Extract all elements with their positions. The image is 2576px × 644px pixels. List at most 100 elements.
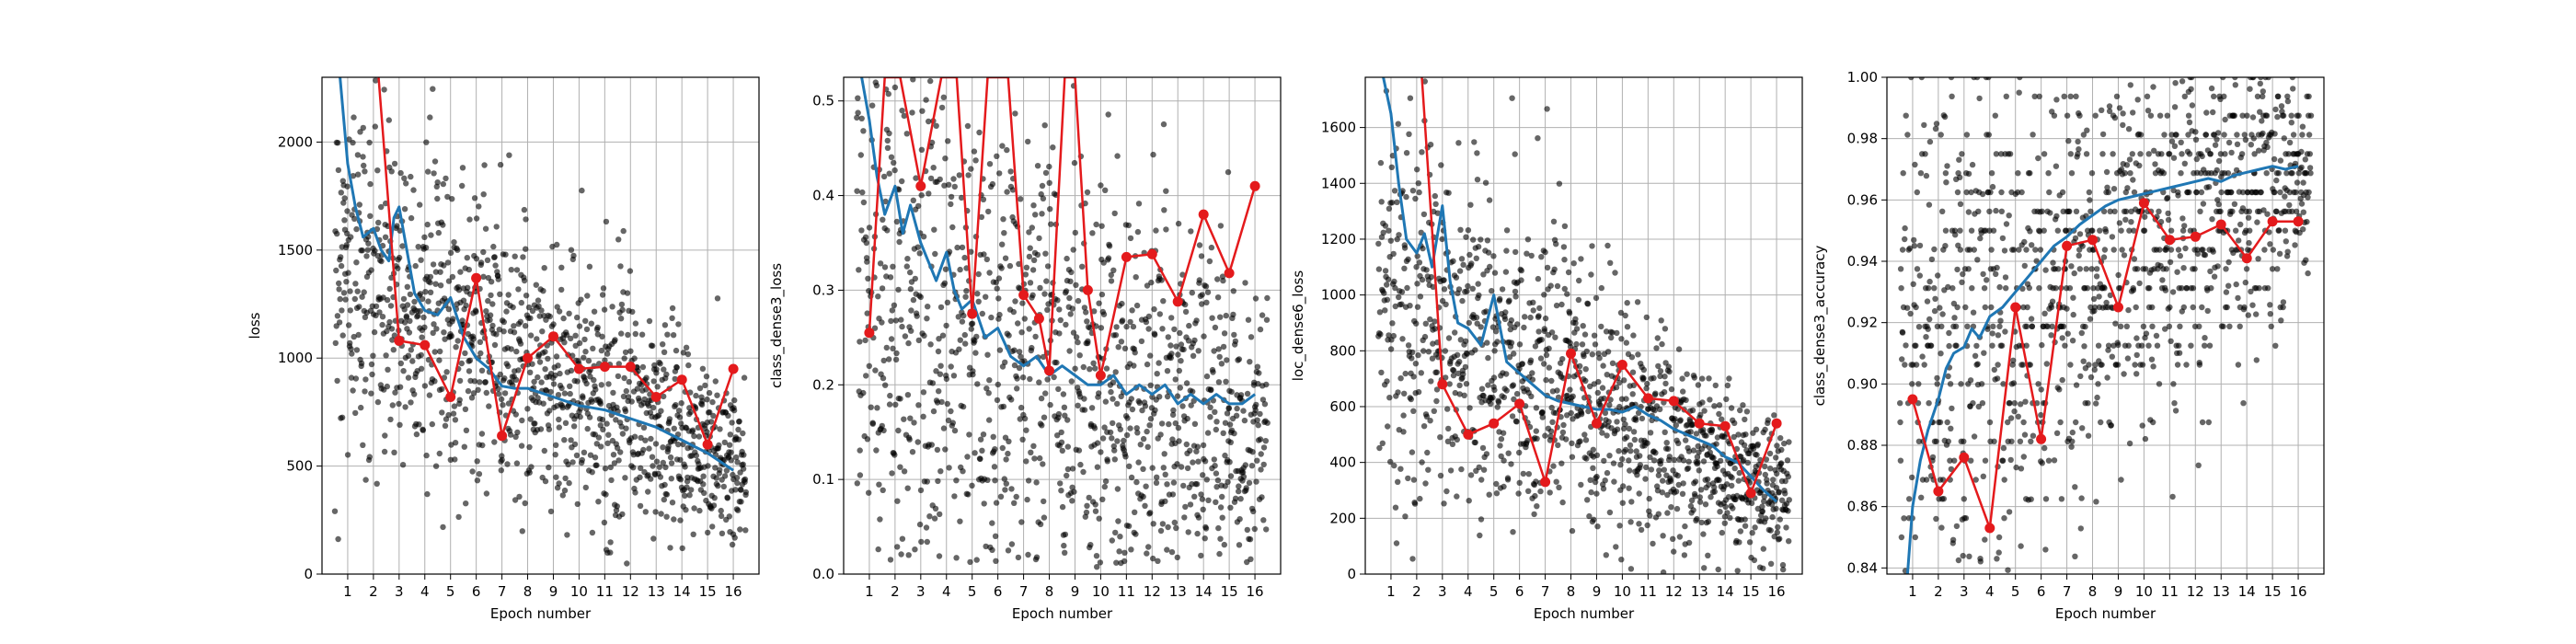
scatter-point: [1458, 466, 1465, 473]
scatter-point: [742, 527, 749, 534]
scatter-point: [381, 448, 388, 455]
x-tick-label: 5: [1489, 583, 1499, 600]
scatter-point: [508, 346, 514, 352]
scatter-point: [1954, 304, 1961, 311]
scatter-point: [1949, 285, 1956, 292]
scatter-point: [1475, 244, 1482, 250]
scatter-point: [1760, 546, 1767, 552]
scatter-point: [1915, 381, 1922, 387]
scatter-point: [498, 467, 504, 474]
scatter-point: [1961, 438, 1967, 444]
scatter-point: [379, 321, 385, 328]
scatter-point: [1685, 458, 1692, 465]
scatter-point: [1375, 240, 1382, 247]
scatter-point: [1539, 414, 1547, 420]
scatter-point: [1766, 450, 1774, 457]
scatter-point: [926, 513, 933, 520]
scatter-point: [946, 181, 952, 188]
scatter-point: [540, 288, 546, 294]
scatter-point: [1432, 326, 1439, 332]
scatter-point: [1594, 523, 1601, 530]
scatter-point: [397, 169, 404, 177]
epoch-marker: [1033, 313, 1044, 324]
x-tick-label: 15: [699, 583, 717, 600]
scatter-point: [1029, 224, 1036, 231]
scatter-point: [2016, 89, 2022, 96]
scatter-point: [1256, 370, 1262, 376]
scatter-point: [2193, 155, 2200, 163]
scatter-point: [1237, 392, 1245, 398]
scatter-point: [742, 489, 749, 496]
scatter-point: [2142, 213, 2148, 220]
scatter-point: [1418, 370, 1425, 376]
scatter-point: [632, 489, 638, 496]
scatter-point: [887, 274, 894, 281]
scatter-point: [1989, 183, 1996, 190]
scatter-point: [2092, 362, 2099, 368]
scatter-point: [1604, 432, 1610, 439]
scatter-point: [1593, 490, 1600, 497]
scatter-point: [1533, 478, 1539, 485]
scatter-point: [1199, 292, 1205, 298]
scatter-point: [2017, 438, 2024, 444]
scatter-point: [2085, 432, 2092, 439]
scatter-point: [473, 256, 480, 262]
scatter-point: [1395, 478, 1401, 485]
scatter-point: [1736, 539, 1742, 546]
scatter-point: [1663, 440, 1670, 446]
scatter-point: [2236, 237, 2242, 244]
scatter-point: [2073, 208, 2080, 214]
scatter-point: [403, 180, 409, 187]
scatter-point: [948, 193, 955, 201]
scatter-point: [1013, 493, 1019, 500]
scatter-point: [705, 463, 711, 469]
scatter-point: [1236, 488, 1242, 495]
scatter-point: [524, 406, 531, 412]
scatter-point: [1631, 436, 1639, 443]
scatter-point: [1172, 376, 1179, 383]
scatter-point: [545, 355, 551, 362]
scatter-point: [561, 390, 569, 397]
scatter-point: [1183, 441, 1190, 448]
x-axis-label: Epoch number: [490, 605, 592, 622]
scatter-point: [2049, 323, 2055, 329]
scatter-point: [996, 170, 1003, 177]
scatter-point: [1227, 504, 1234, 511]
scatter-point: [2008, 438, 2015, 444]
scatter-point: [1673, 422, 1680, 429]
scatter-point: [631, 355, 638, 362]
scatter-point: [394, 223, 400, 229]
scatter-point: [466, 368, 473, 374]
scatter-point: [1208, 386, 1214, 394]
scatter-point: [1622, 312, 1628, 319]
scatter-point: [873, 447, 880, 454]
scatter-point: [1216, 353, 1223, 361]
scatter-point: [2179, 227, 2187, 234]
scatter-point: [357, 129, 363, 135]
scatter-point: [464, 255, 470, 261]
scatter-point: [448, 333, 454, 339]
scatter-point: [1929, 454, 1937, 461]
scatter-point: [899, 108, 905, 114]
scatter-point: [1086, 494, 1092, 501]
scatter-point: [709, 398, 716, 406]
scatter-point: [1382, 268, 1389, 274]
scatter-point: [500, 328, 507, 335]
scatter-point: [1934, 381, 1940, 387]
scatter-point: [2011, 408, 2018, 415]
scatter-point: [1237, 496, 1244, 502]
scatter-point: [1682, 523, 1688, 530]
scatter-point: [1254, 363, 1261, 370]
scatter-point: [374, 398, 382, 406]
y-tick-label: 0.2: [812, 376, 834, 393]
scatter-point: [1160, 298, 1167, 305]
scatter-point: [1108, 388, 1114, 396]
scatter-point: [1916, 272, 1923, 279]
scatter-point: [1982, 304, 1988, 311]
scatter-point: [648, 435, 654, 443]
scatter-point: [907, 286, 914, 293]
scatter-point: [1214, 276, 1221, 282]
scatter-point: [1463, 381, 1470, 387]
scatter-point: [891, 302, 898, 308]
scatter-point: [930, 165, 937, 171]
